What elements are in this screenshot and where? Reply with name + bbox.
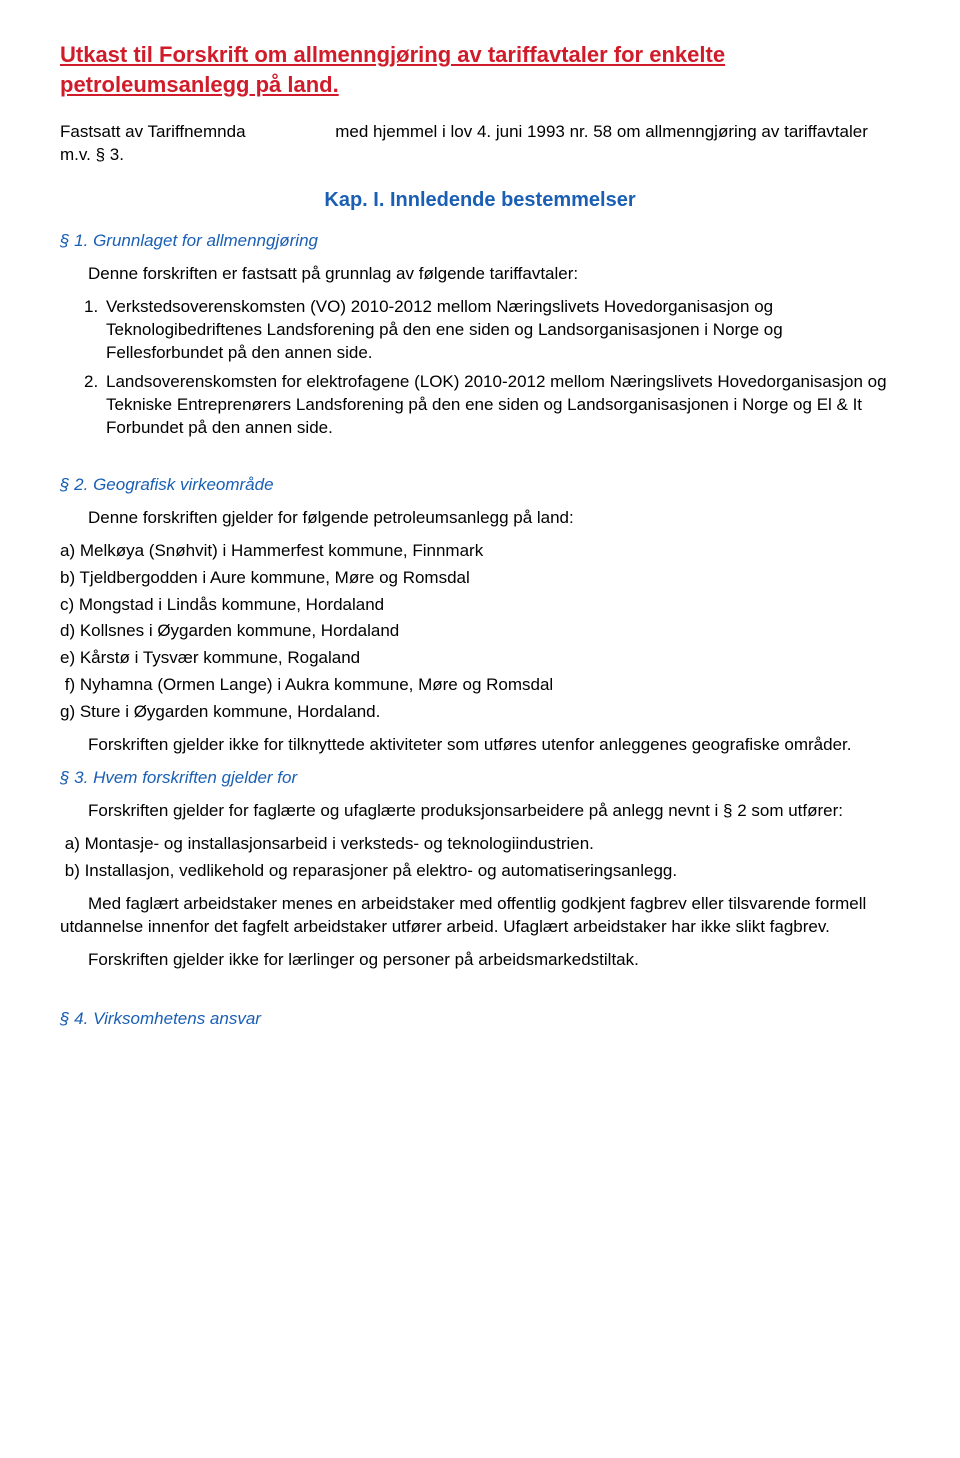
section-4-head: § 4. Virksomhetens ansvar [60,1008,900,1031]
list-item-e: e) Kårstø i Tysvær kommune, Rogaland [60,647,900,670]
list-text: Landsoverenskomsten for elektrofagene (L… [106,371,900,440]
section-2-tail: Forskriften gjelder ikke for tilknyttede… [60,734,900,757]
list-item: 2. Landsoverenskomsten for elektrofagene… [84,371,900,440]
list-number: 1. [84,296,106,365]
section-2-head: § 2. Geografisk virkeområde [60,474,900,497]
section-3-exclusion: Forskriften gjelder ikke for lærlinger o… [60,949,900,972]
section-1-head: § 1. Grunnlaget for allmenngjøring [60,230,900,253]
list-item-c: c) Mongstad i Lindås kommune, Hordaland [60,594,900,617]
section-3-lead: Forskriften gjelder for faglærte og ufag… [60,800,900,823]
list-item-a: a) Melkøya (Snøhvit) i Hammerfest kommun… [60,540,900,563]
list-item: 1. Verkstedsoverenskomsten (VO) 2010-201… [84,296,900,365]
list-text: Verkstedsoverenskomsten (VO) 2010-2012 m… [106,296,900,365]
list-item-g: g) Sture i Øygarden kommune, Hordaland. [60,701,900,724]
list-item-a: a) Montasje- og installasjonsarbeid i ve… [60,833,900,856]
section-3-head: § 3. Hvem forskriften gjelder for [60,767,900,790]
section-1-list: 1. Verkstedsoverenskomsten (VO) 2010-201… [60,296,900,440]
document-title: Utkast til Forskrift om allmenngjøring a… [60,40,900,99]
section-2-lead: Denne forskriften gjelder for følgende p… [60,507,900,530]
list-number: 2. [84,371,106,440]
list-item-f: f) Nyhamna (Ormen Lange) i Aukra kommune… [60,674,900,697]
section-3-definition: Med faglært arbeidstaker menes en arbeid… [60,893,900,939]
list-item-b: b) Installasjon, vedlikehold og reparasj… [60,860,900,883]
list-item-d: d) Kollsnes i Øygarden kommune, Hordalan… [60,620,900,643]
chapter-heading: Kap. I. Innledende bestemmelser [60,187,900,214]
intro-text: Fastsatt av Tariffnemnda med hjemmel i l… [60,121,900,167]
section-1-lead: Denne forskriften er fastsatt på grunnla… [60,263,900,286]
list-item-b: b) Tjeldbergodden i Aure kommune, Møre o… [60,567,900,590]
